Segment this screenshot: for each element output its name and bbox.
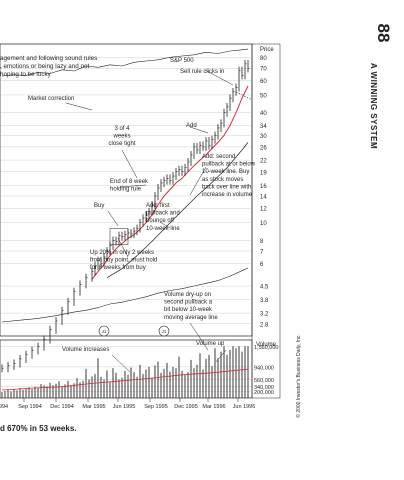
- volume-axis-label: Volume: [256, 342, 277, 348]
- price-axis-label: Price: [260, 47, 274, 53]
- annotation-text: 3 of 4: [114, 126, 130, 132]
- volume-tick-label: 340,000: [254, 385, 274, 391]
- annotation-leader: [159, 221, 171, 229]
- ma-40-week-line: [106, 142, 249, 279]
- annotation-leader: [189, 126, 209, 134]
- price-tick-label: 3.8: [260, 298, 269, 304]
- volume-average-line: [1, 368, 249, 391]
- x-tick-label: 1994: [0, 404, 8, 410]
- price-tick-label: 70: [260, 67, 267, 73]
- price-tick-label: 7: [260, 250, 264, 256]
- annotation-leader: [189, 166, 207, 196]
- annotation-text: Market correction: [28, 96, 74, 102]
- price-tick-label: 10: [260, 221, 267, 227]
- annotation-text: Buy: [94, 203, 104, 209]
- price-tick-label: 4.5: [260, 285, 269, 291]
- price-tick-label: 2.8: [260, 322, 269, 328]
- annotation-leader: [111, 354, 131, 373]
- annotation-text: hoping to be lucky: [0, 71, 52, 78]
- annotation-text: pullback at or below: [202, 162, 256, 168]
- x-tick-label: Sep 1995: [144, 404, 168, 410]
- x-tick-label: Mar 1996: [202, 404, 225, 410]
- earnings-marker: [158, 325, 170, 337]
- price-tick-label: 3.2: [260, 312, 269, 318]
- price-tick-label: 16: [260, 184, 267, 190]
- price-tick-label: 14: [260, 195, 267, 201]
- annotation-leader: [65, 102, 93, 111]
- annotation-text: from buy point, must hold: [90, 258, 157, 264]
- price-tick-label: 26: [260, 145, 267, 151]
- sp500-line: [1, 48, 249, 77]
- annotation-text: back over line with: [202, 184, 251, 190]
- x-tick-label: Jun 1996: [233, 404, 256, 410]
- section-title: A WINNING SYSTEM: [369, 62, 378, 150]
- x-tick-label: Dec 1995: [174, 404, 198, 410]
- copyright-notice: © 2000 Investor's Business Daily, Inc.: [296, 334, 302, 418]
- annotation-text: Up 20% in only 2 weeks: [90, 250, 154, 256]
- annotation-text: Sell rule clicks in: [180, 69, 224, 75]
- annotation-text: Add: second: [202, 154, 235, 160]
- price-tick-label: 8: [260, 239, 264, 245]
- annotation-leader: [117, 237, 129, 258]
- price-tick-label: 80: [260, 56, 267, 62]
- price-tick-label: 12: [260, 207, 267, 213]
- annotation-text: as stock moves: [202, 177, 243, 183]
- price-tick-label: 19: [260, 170, 267, 176]
- price-tick-label: 30: [260, 134, 267, 140]
- annotation-text: agement and following sound rules: [0, 55, 97, 62]
- ma-10-week-line: [91, 85, 249, 280]
- annotation-leader: [107, 210, 119, 227]
- annotation-text: Add: first: [146, 203, 170, 209]
- annotation-text: bounce off: [146, 218, 174, 224]
- price-tick-label: 6: [260, 262, 264, 268]
- tight-close-box: [109, 228, 129, 245]
- annotation-text: increase in volume: [202, 192, 253, 198]
- annotation-text: , emotions or being lazy and not: [0, 63, 90, 70]
- volume-tick-label: 1,560,000: [254, 345, 278, 351]
- volume-tick-label: 200,000: [254, 390, 274, 396]
- annotation-leader: [215, 349, 227, 363]
- price-tick-label: 50: [260, 93, 267, 99]
- annotation-text: pullback and: [146, 211, 180, 217]
- volume-tick-label: 560,000: [254, 378, 274, 384]
- annotation-leader: [204, 69, 234, 86]
- annotation-text: Volume up: [196, 341, 225, 347]
- annotation-leader: [189, 322, 209, 351]
- annotation-text: 10-week line. Buy: [202, 169, 249, 175]
- volume-tick-label: 940,000: [254, 365, 274, 371]
- annotation-text: Add: [186, 123, 197, 129]
- x-tick-label: Sep 1994: [18, 404, 42, 410]
- annotation-text: Volume increases: [62, 347, 109, 353]
- price-tick-label: 22: [260, 159, 267, 165]
- axis-column-frame: [251, 43, 281, 399]
- relative-strength-line: [1, 267, 249, 323]
- x-tick-label: Jun 1995: [113, 404, 136, 410]
- annotation-text: End of 8 week: [110, 179, 149, 185]
- annotation-text: for 8 weeks from buy: [90, 265, 146, 271]
- annotation-text: 10-week line: [146, 226, 180, 232]
- annotation-text: close tight: [108, 141, 135, 147]
- annotation-text: Volume dry-up on: [164, 292, 211, 298]
- x-tick-label: Dec 1994: [50, 404, 74, 410]
- annotation-text: weeks: [112, 134, 130, 140]
- price-tick-label: 40: [260, 111, 267, 117]
- annotation-text: S&P 500: [170, 58, 194, 64]
- annotation-text: second pullback a: [164, 300, 213, 306]
- caption-text: d 670% in 53 weeks.: [0, 424, 77, 433]
- annotation-text: bit below 10-week: [164, 307, 213, 313]
- annotation-text: moving average line: [164, 315, 218, 321]
- earnings-marker-label: J1: [162, 329, 167, 334]
- earnings-marker-label: J1: [102, 329, 107, 334]
- earnings-marker: [98, 325, 110, 337]
- x-tick-label: Mar 1995: [82, 404, 105, 410]
- price-tick-label: 34: [260, 124, 267, 130]
- annotation-leader: [119, 184, 147, 188]
- price-tick-label: 60: [260, 79, 267, 85]
- annotation-leader: [121, 149, 138, 179]
- annotation-text: holding rule: [110, 187, 142, 193]
